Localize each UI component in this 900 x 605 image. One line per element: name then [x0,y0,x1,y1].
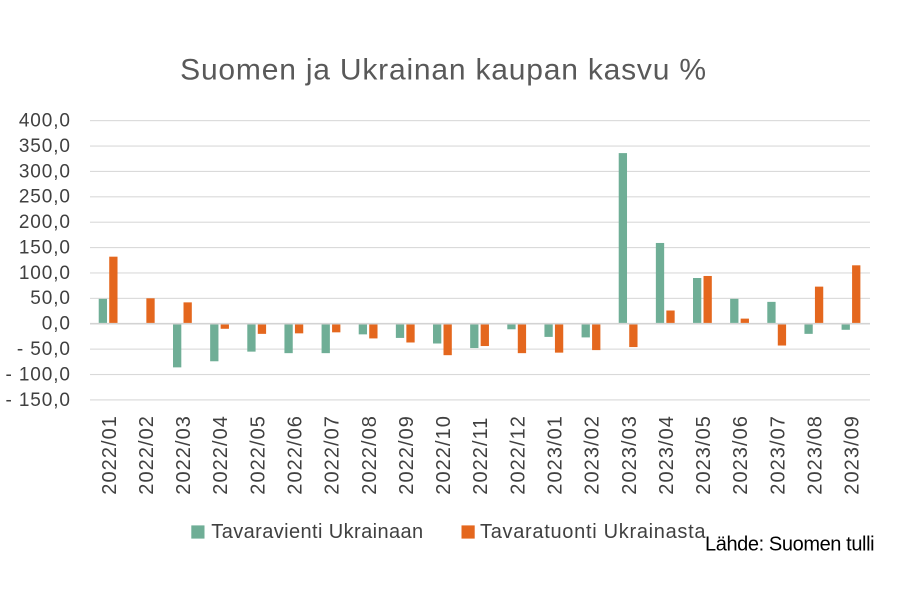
svg-text:2023/02: 2023/02 [582,415,604,495]
svg-text:Lähde: Suomen tulli: Lähde: Suomen tulli [705,534,874,556]
svg-text:2023/06: 2023/06 [730,415,752,495]
svg-text:250,0: 250,0 [19,187,71,208]
svg-text:100,0: 100,0 [19,263,71,284]
svg-text:- 50,0: - 50,0 [17,339,71,360]
svg-text:2023/04: 2023/04 [656,415,678,495]
svg-text:2023/08: 2023/08 [804,415,826,495]
svg-text:2022/06: 2022/06 [284,415,306,495]
svg-text:Tavaravienti Ukrainaan: Tavaravienti Ukrainaan [211,521,423,543]
svg-text:50,0: 50,0 [30,288,71,309]
svg-text:2023/07: 2023/07 [767,415,789,495]
svg-text:2022/11: 2022/11 [470,417,492,495]
svg-text:2023/09: 2023/09 [842,415,864,495]
svg-text:2022/10: 2022/10 [433,415,455,495]
svg-text:2023/05: 2023/05 [693,415,715,495]
svg-text:2022/04: 2022/04 [210,415,232,495]
svg-text:200,0: 200,0 [19,212,71,233]
svg-text:2022/01: 2022/01 [99,415,121,495]
svg-text:Tavaratuonti Ukrainasta: Tavaratuonti Ukrainasta [480,521,706,543]
svg-text:2022/03: 2022/03 [173,415,195,495]
svg-text:300,0: 300,0 [19,161,71,182]
svg-text:350,0: 350,0 [19,136,71,157]
svg-text:2022/05: 2022/05 [247,415,269,495]
svg-text:2023/01: 2023/01 [544,415,566,495]
svg-text:- 150,0: - 150,0 [5,390,70,411]
svg-text:2022/07: 2022/07 [322,415,344,495]
svg-text:- 100,0: - 100,0 [5,364,70,385]
svg-text:2022/12: 2022/12 [507,415,529,495]
svg-text:150,0: 150,0 [19,237,71,258]
svg-text:2022/08: 2022/08 [359,415,381,495]
svg-text:400,0: 400,0 [19,111,71,132]
svg-text:Suomen ja Ukrainan kaupan kasv: Suomen ja Ukrainan kaupan kasvu % [180,54,707,87]
svg-text:0,0: 0,0 [42,314,71,335]
svg-text:2023/03: 2023/03 [619,415,641,495]
svg-text:2022/09: 2022/09 [396,415,418,495]
svg-text:2022/02: 2022/02 [136,415,158,495]
